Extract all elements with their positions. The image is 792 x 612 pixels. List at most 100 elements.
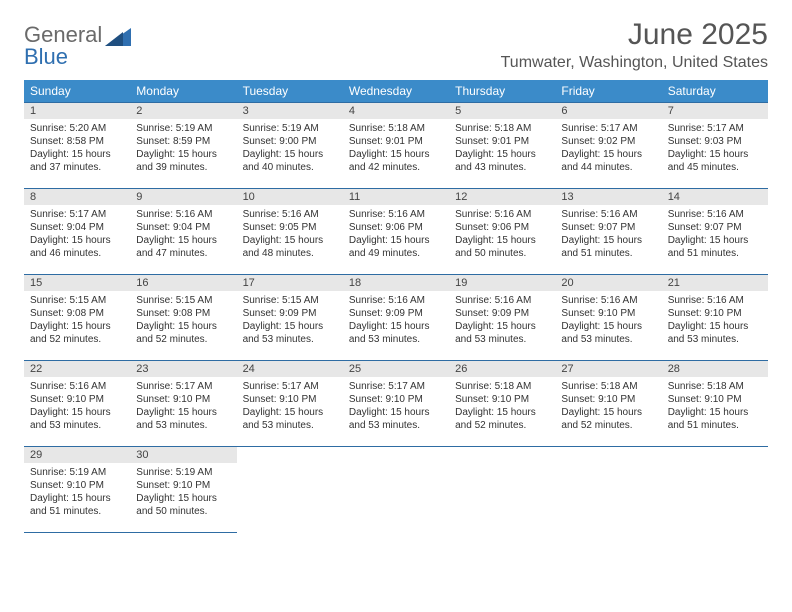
calendar-day-cell: 23Sunrise: 5:17 AMSunset: 9:10 PMDayligh… [130,361,236,447]
daylight-line: Daylight: 15 hours and 53 minutes. [136,406,230,432]
calendar-day-cell [555,447,661,533]
sunrise-line: Sunrise: 5:17 AM [30,208,124,221]
day-number: 24 [237,361,343,377]
day-number: 19 [449,275,555,291]
weekday-header: Monday [130,80,236,103]
calendar-day-cell: 3Sunrise: 5:19 AMSunset: 9:00 PMDaylight… [237,103,343,189]
sunset-line: Sunset: 9:08 PM [30,307,124,320]
sunrise-line: Sunrise: 5:15 AM [30,294,124,307]
calendar-day-cell: 22Sunrise: 5:16 AMSunset: 9:10 PMDayligh… [24,361,130,447]
calendar-day-cell: 19Sunrise: 5:16 AMSunset: 9:09 PMDayligh… [449,275,555,361]
sunrise-line: Sunrise: 5:15 AM [243,294,337,307]
day-details: Sunrise: 5:19 AMSunset: 9:10 PMDaylight:… [24,463,130,522]
sunset-line: Sunset: 9:05 PM [243,221,337,234]
sunset-line: Sunset: 9:10 PM [30,479,124,492]
calendar-day-cell: 1Sunrise: 5:20 AMSunset: 8:58 PMDaylight… [24,103,130,189]
calendar-day-cell: 26Sunrise: 5:18 AMSunset: 9:10 PMDayligh… [449,361,555,447]
weekday-header: Friday [555,80,661,103]
sunset-line: Sunset: 9:06 PM [455,221,549,234]
sunrise-line: Sunrise: 5:16 AM [455,294,549,307]
calendar-week-row: 8Sunrise: 5:17 AMSunset: 9:04 PMDaylight… [24,189,768,275]
day-number: 25 [343,361,449,377]
calendar-day-cell: 29Sunrise: 5:19 AMSunset: 9:10 PMDayligh… [24,447,130,533]
day-details: Sunrise: 5:16 AMSunset: 9:06 PMDaylight:… [449,205,555,264]
daylight-line: Daylight: 15 hours and 40 minutes. [243,148,337,174]
sunset-line: Sunset: 9:02 PM [561,135,655,148]
sunset-line: Sunset: 9:10 PM [561,307,655,320]
day-number: 1 [24,103,130,119]
day-number: 20 [555,275,661,291]
day-details: Sunrise: 5:17 AMSunset: 9:10 PMDaylight:… [237,377,343,436]
day-number: 13 [555,189,661,205]
sunrise-line: Sunrise: 5:19 AM [243,122,337,135]
day-details: Sunrise: 5:16 AMSunset: 9:10 PMDaylight:… [662,291,768,350]
calendar-day-cell: 27Sunrise: 5:18 AMSunset: 9:10 PMDayligh… [555,361,661,447]
daylight-line: Daylight: 15 hours and 53 minutes. [349,320,443,346]
calendar-week-row: 15Sunrise: 5:15 AMSunset: 9:08 PMDayligh… [24,275,768,361]
day-number: 26 [449,361,555,377]
sunset-line: Sunset: 9:09 PM [455,307,549,320]
day-details: Sunrise: 5:16 AMSunset: 9:05 PMDaylight:… [237,205,343,264]
day-details: Sunrise: 5:16 AMSunset: 9:09 PMDaylight:… [343,291,449,350]
location: Tumwater, Washington, United States [501,54,768,72]
header: General Blue June 2025 Tumwater, Washing… [24,18,768,72]
calendar-day-cell [662,447,768,533]
daylight-line: Daylight: 15 hours and 43 minutes. [455,148,549,174]
calendar-day-cell: 13Sunrise: 5:16 AMSunset: 9:07 PMDayligh… [555,189,661,275]
sunset-line: Sunset: 9:04 PM [30,221,124,234]
day-details: Sunrise: 5:18 AMSunset: 9:01 PMDaylight:… [343,119,449,178]
sunset-line: Sunset: 9:07 PM [561,221,655,234]
sunrise-line: Sunrise: 5:16 AM [455,208,549,221]
calendar-day-cell: 15Sunrise: 5:15 AMSunset: 9:08 PMDayligh… [24,275,130,361]
calendar-day-cell: 17Sunrise: 5:15 AMSunset: 9:09 PMDayligh… [237,275,343,361]
calendar-day-cell: 2Sunrise: 5:19 AMSunset: 8:59 PMDaylight… [130,103,236,189]
daylight-line: Daylight: 15 hours and 46 minutes. [30,234,124,260]
sunset-line: Sunset: 9:09 PM [243,307,337,320]
sunrise-line: Sunrise: 5:16 AM [668,208,762,221]
daylight-line: Daylight: 15 hours and 50 minutes. [455,234,549,260]
calendar-day-cell: 25Sunrise: 5:17 AMSunset: 9:10 PMDayligh… [343,361,449,447]
weekday-header: Tuesday [237,80,343,103]
day-details: Sunrise: 5:15 AMSunset: 9:08 PMDaylight:… [130,291,236,350]
day-details: Sunrise: 5:16 AMSunset: 9:06 PMDaylight:… [343,205,449,264]
calendar-day-cell: 6Sunrise: 5:17 AMSunset: 9:02 PMDaylight… [555,103,661,189]
sunset-line: Sunset: 9:10 PM [561,393,655,406]
sunrise-line: Sunrise: 5:19 AM [136,122,230,135]
day-details: Sunrise: 5:16 AMSunset: 9:10 PMDaylight:… [24,377,130,436]
daylight-line: Daylight: 15 hours and 53 minutes. [30,406,124,432]
logo-text-2: Blue [24,44,68,69]
sunrise-line: Sunrise: 5:17 AM [136,380,230,393]
day-number: 27 [555,361,661,377]
daylight-line: Daylight: 15 hours and 44 minutes. [561,148,655,174]
sunrise-line: Sunrise: 5:16 AM [561,294,655,307]
daylight-line: Daylight: 15 hours and 39 minutes. [136,148,230,174]
logo-text: General Blue [24,24,102,68]
day-number: 21 [662,275,768,291]
sunrise-line: Sunrise: 5:20 AM [30,122,124,135]
day-details: Sunrise: 5:17 AMSunset: 9:10 PMDaylight:… [130,377,236,436]
day-details: Sunrise: 5:16 AMSunset: 9:04 PMDaylight:… [130,205,236,264]
sunset-line: Sunset: 9:08 PM [136,307,230,320]
sunset-line: Sunset: 9:07 PM [668,221,762,234]
day-number: 9 [130,189,236,205]
daylight-line: Daylight: 15 hours and 52 minutes. [561,406,655,432]
calendar-day-cell: 28Sunrise: 5:18 AMSunset: 9:10 PMDayligh… [662,361,768,447]
sunrise-line: Sunrise: 5:15 AM [136,294,230,307]
day-number: 16 [130,275,236,291]
daylight-line: Daylight: 15 hours and 47 minutes. [136,234,230,260]
day-details: Sunrise: 5:18 AMSunset: 9:01 PMDaylight:… [449,119,555,178]
sunset-line: Sunset: 9:01 PM [455,135,549,148]
month-title: June 2025 [501,18,768,52]
calendar-day-cell: 10Sunrise: 5:16 AMSunset: 9:05 PMDayligh… [237,189,343,275]
sunrise-line: Sunrise: 5:16 AM [30,380,124,393]
day-number: 17 [237,275,343,291]
day-details: Sunrise: 5:15 AMSunset: 9:09 PMDaylight:… [237,291,343,350]
calendar-day-cell: 12Sunrise: 5:16 AMSunset: 9:06 PMDayligh… [449,189,555,275]
day-details: Sunrise: 5:18 AMSunset: 9:10 PMDaylight:… [662,377,768,436]
sunrise-line: Sunrise: 5:19 AM [136,466,230,479]
sunrise-line: Sunrise: 5:16 AM [561,208,655,221]
calendar-week-row: 29Sunrise: 5:19 AMSunset: 9:10 PMDayligh… [24,447,768,533]
day-number: 11 [343,189,449,205]
calendar-day-cell [449,447,555,533]
day-number: 2 [130,103,236,119]
